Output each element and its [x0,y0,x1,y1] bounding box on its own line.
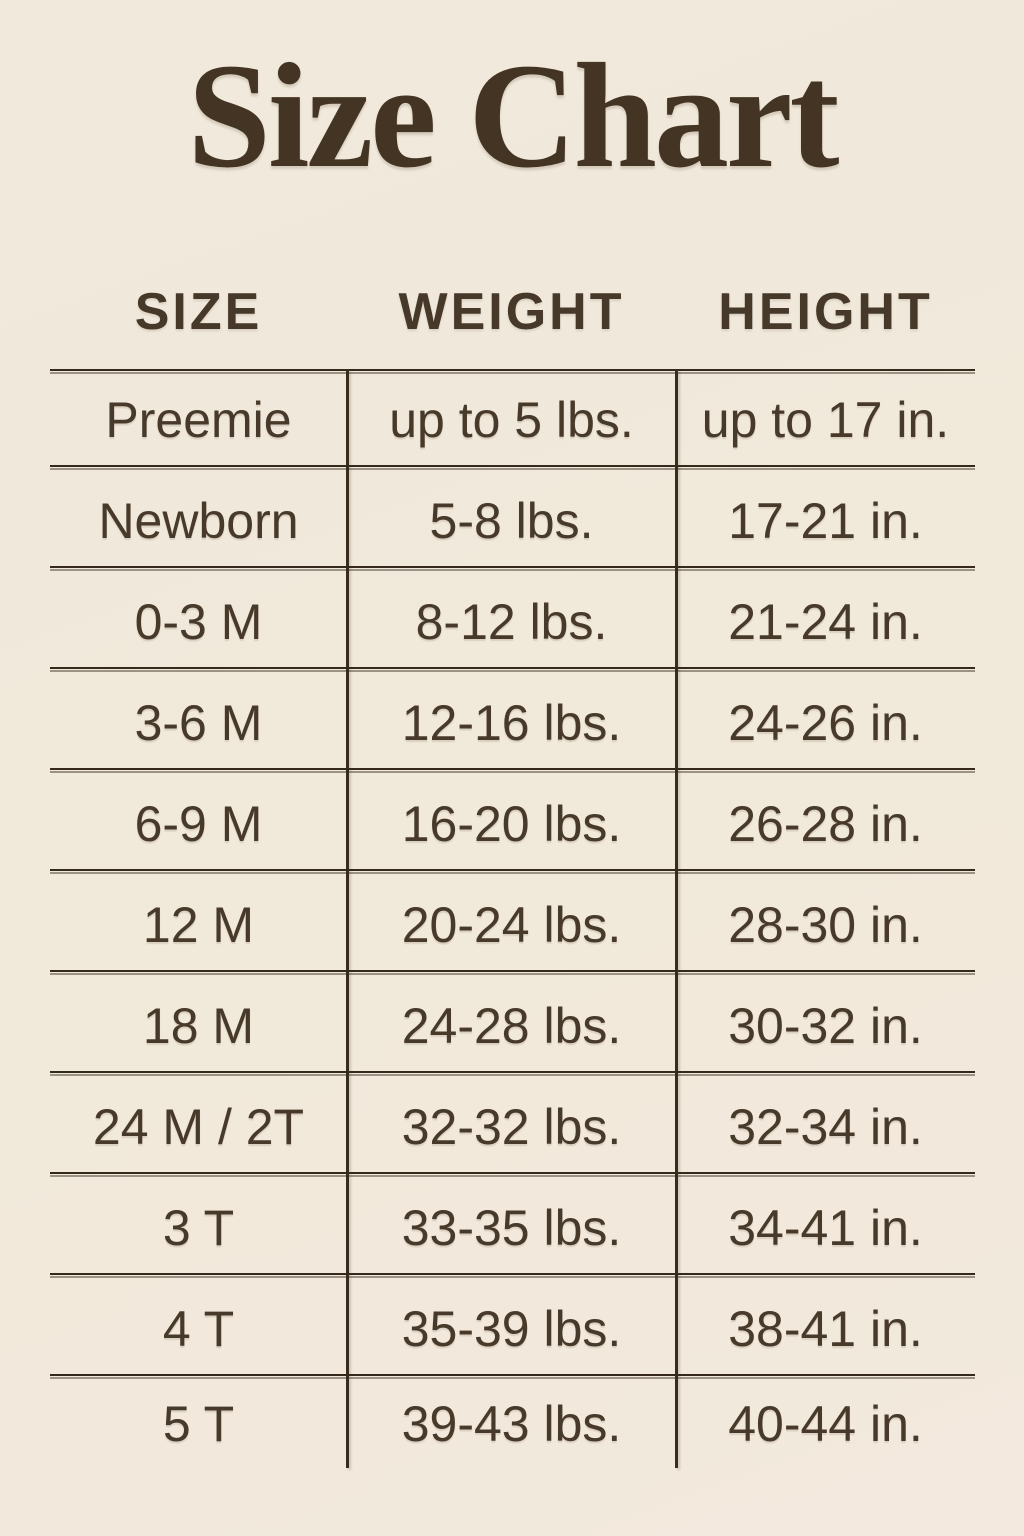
row-divider [50,1071,975,1076]
table-row: 12 M 20-24 lbs. 28-30 in. [50,874,975,975]
size-cell: 24 M / 2T [92,1098,305,1155]
height-cell: 34-41 in. [728,1199,923,1256]
height-cell: 38-41 in. [728,1300,923,1357]
column-header-weight: WEIGHT [398,283,625,341]
weight-cell: 8-12 lbs. [415,593,608,650]
size-cell: 6-9 M [134,795,263,852]
row-divider [50,1273,975,1278]
row-divider [50,566,975,571]
height-cell: 26-28 in. [728,795,923,852]
row-divider [50,1374,975,1379]
weight-cell: 33-35 lbs. [401,1199,622,1256]
table-top-rule [50,369,975,374]
weight-cell: 5-8 lbs. [429,492,594,549]
column-divider-1 [346,369,349,1468]
size-cell: 4 T [162,1300,235,1357]
page-title: Size Chart [187,33,839,199]
height-cell: 32-34 in. [728,1098,923,1155]
column-header-size: SIZE [134,283,263,341]
height-cell: 28-30 in. [728,896,923,953]
size-cell: 5 T [162,1395,235,1452]
height-cell: 17-21 in. [728,492,923,549]
size-cell: 18 M [142,997,255,1054]
table-row: 3 T 33-35 lbs. 34-41 in. [50,1177,975,1278]
weight-cell: 16-20 lbs. [401,795,622,852]
table-row: 6-9 M 16-20 lbs. 26-28 in. [50,773,975,874]
size-cell: Newborn [98,492,299,549]
table-row: 5 T 39-43 lbs. 40-44 in. [50,1379,975,1468]
weight-cell: up to 5 lbs. [389,391,634,448]
row-divider [50,667,975,672]
table-row: 4 T 35-39 lbs. 38-41 in. [50,1278,975,1379]
height-cell: 30-32 in. [728,997,923,1054]
size-cell: Preemie [105,391,292,448]
table-header-row: SIZE WEIGHT HEIGHT [50,277,975,347]
weight-cell: 35-39 lbs. [401,1300,622,1357]
row-divider [50,869,975,874]
height-cell: 21-24 in. [728,593,923,650]
height-cell: up to 17 in. [701,391,950,448]
size-cell: 3-6 M [134,694,263,751]
height-cell: 24-26 in. [728,694,923,751]
row-divider [50,970,975,975]
size-cell: 3 T [162,1199,235,1256]
table-row: 3-6 M 12-16 lbs. 24-26 in. [50,672,975,773]
table-row: 0-3 M 8-12 lbs. 21-24 in. [50,571,975,672]
column-divider-2 [675,369,678,1468]
weight-cell: 39-43 lbs. [401,1395,622,1452]
row-divider [50,465,975,470]
weight-cell: 20-24 lbs. [401,896,622,953]
size-table: Preemie up to 5 lbs. up to 17 in. Newbor… [50,369,975,1468]
weight-cell: 12-16 lbs. [401,694,622,751]
table-row: Newborn 5-8 lbs. 17-21 in. [50,470,975,571]
weight-cell: 32-32 lbs. [401,1098,622,1155]
height-cell: 40-44 in. [728,1395,923,1452]
weight-cell: 24-28 lbs. [401,997,622,1054]
row-divider [50,768,975,773]
table-row: 18 M 24-28 lbs. 30-32 in. [50,975,975,1076]
table-row: 24 M / 2T 32-32 lbs. 32-34 in. [50,1076,975,1177]
size-cell: 12 M [142,896,255,953]
column-header-height: HEIGHT [718,283,933,341]
row-divider [50,1172,975,1177]
size-cell: 0-3 M [134,593,263,650]
table-row: Preemie up to 5 lbs. up to 17 in. [50,369,975,470]
